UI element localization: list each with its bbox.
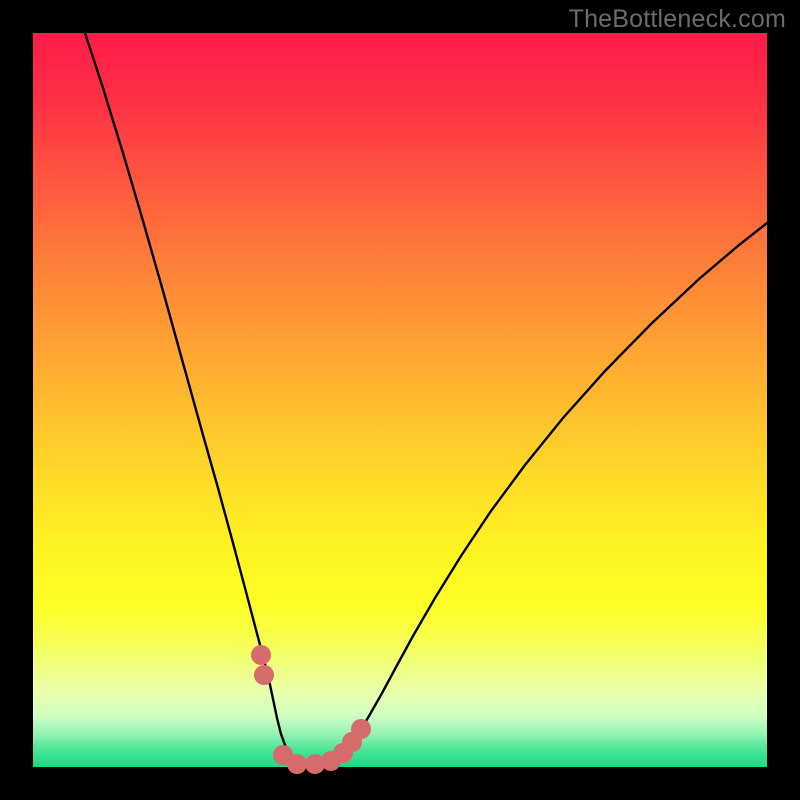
marker-dot [287, 754, 307, 774]
marker-dot [251, 645, 271, 665]
bottleneck-chart [0, 0, 800, 800]
gradient-background [33, 33, 767, 767]
marker-dot [351, 719, 371, 739]
plot-area [33, 33, 767, 774]
watermark-text: TheBottleneck.com [569, 5, 786, 34]
marker-dot [254, 665, 274, 685]
